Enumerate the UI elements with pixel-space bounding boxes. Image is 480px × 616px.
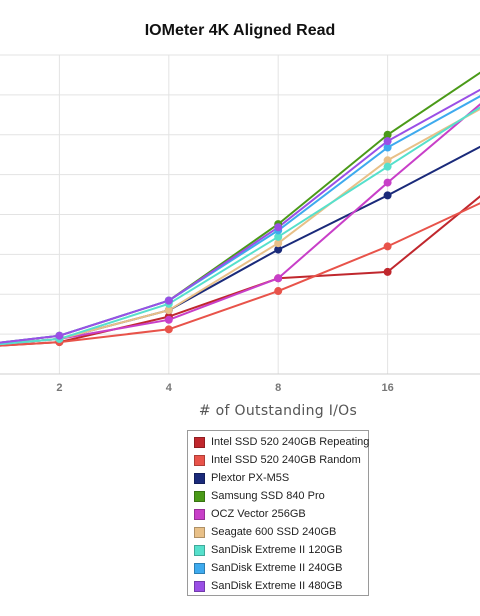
x-tick-label: 4 (166, 382, 173, 394)
chart-title: IOMeter 4K Aligned Read (145, 22, 336, 39)
legend-swatch (194, 490, 205, 502)
series-line (0, 88, 480, 344)
legend-swatch (194, 544, 205, 556)
legend-item: Intel SSD 520 240GB Repeating (194, 433, 370, 451)
data-point (274, 287, 283, 296)
data-point (383, 156, 392, 165)
legend-swatch (194, 580, 205, 592)
x-axis-title: # of Outstanding I/Os (199, 403, 357, 419)
data-point (383, 137, 392, 146)
legend-label: OCZ Vector 256GB (211, 508, 306, 520)
legend-label: Intel SSD 520 240GB Random (211, 454, 361, 466)
data-point (383, 130, 392, 139)
data-point (274, 245, 283, 254)
legend-item: SanDisk Extreme II 120GB (194, 541, 368, 559)
series-points (55, 130, 392, 347)
series-lines (0, 71, 480, 347)
data-point (383, 143, 392, 152)
data-point (164, 315, 173, 324)
legend-label: SanDisk Extreme II 120GB (211, 544, 343, 556)
legend-swatch (194, 472, 205, 484)
legend-item: SanDisk Extreme II 240GB (194, 559, 368, 577)
data-point (383, 162, 392, 171)
data-point (274, 239, 283, 248)
chart-legend: Intel SSD 520 240GB Repeating Intel SSD 5… (187, 430, 369, 596)
data-point (383, 242, 392, 251)
data-point (383, 191, 392, 200)
legend-label: SanDisk Extreme II 480GB (211, 580, 343, 592)
data-point (274, 274, 283, 283)
series-line (0, 106, 480, 346)
legend-swatch (194, 526, 205, 538)
legend-label: SanDisk Extreme II 240GB (211, 562, 343, 574)
legend-swatch (194, 562, 205, 574)
legend-label: Seagate 600 SSD 240GB (211, 526, 337, 538)
legend-label: Plextor PX-M5S (211, 472, 290, 484)
series-line (0, 202, 480, 347)
legend-item: OCZ Vector 256GB (194, 505, 368, 523)
legend-label: Intel SSD 520 240GB Repeating (211, 436, 370, 448)
x-tick-labels: 2 4 8 16 (56, 382, 393, 394)
legend-swatch (194, 436, 205, 448)
chart-grid (0, 54, 480, 375)
data-point (164, 325, 173, 334)
legend-item: SanDisk Extreme II 480GB (194, 577, 368, 595)
series-line (0, 95, 480, 344)
data-point (274, 232, 283, 241)
legend-item: Seagate 600 SSD 240GB (194, 523, 368, 541)
legend-item: Plextor PX-M5S (194, 469, 368, 487)
legend-label: Samsung SSD 840 Pro (211, 490, 325, 502)
data-point (383, 267, 392, 276)
data-point (55, 331, 64, 340)
data-point (274, 223, 283, 232)
x-tick-label: 8 (275, 382, 281, 394)
legend-swatch (194, 508, 205, 520)
x-tick-label: 2 (56, 382, 62, 394)
legend-item: Intel SSD 520 240GB Random (194, 451, 368, 469)
data-point (383, 178, 392, 187)
legend-swatch (194, 454, 205, 466)
x-tick-label: 16 (381, 382, 393, 394)
series-line (0, 145, 480, 346)
data-point (164, 306, 173, 315)
legend-item: Samsung SSD 840 Pro (194, 487, 368, 505)
data-point (164, 296, 173, 305)
